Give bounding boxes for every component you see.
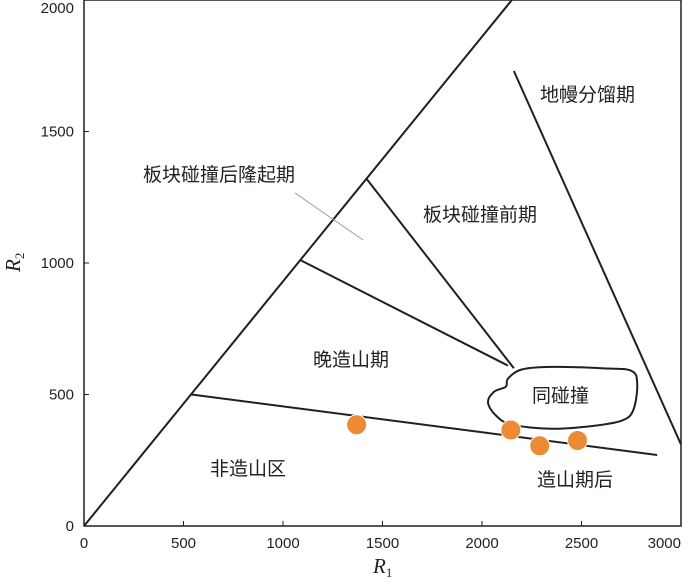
x-axis-title-main: R <box>372 554 386 578</box>
data-points <box>346 414 589 457</box>
region-label-post-collision-uplift: 板块碰撞后隆起期 <box>143 164 295 186</box>
x-tick-label-3000: 3000 <box>648 535 681 552</box>
y-axis-title-subscript: 2 <box>12 253 27 260</box>
region-label-post-orogenic: 造山期后 <box>537 469 613 491</box>
x-tick-label-1000: 1000 <box>266 535 299 552</box>
boundary-left-diagonal <box>84 0 513 526</box>
x-tick-label-0: 0 <box>80 535 88 552</box>
y-tick-label-1500: 1500 <box>41 124 74 141</box>
region-label-non-orogenic: 非造山区 <box>210 458 286 480</box>
y-tick-label-1000: 1000 <box>41 255 74 272</box>
y-tick-label-500: 500 <box>49 387 74 404</box>
boundary-late-orogenic-line <box>300 259 509 367</box>
x-tick-label-2500: 2500 <box>565 535 598 552</box>
label-leader-line <box>294 192 364 241</box>
y-tick-label-0: 0 <box>66 518 74 535</box>
x-tick-label-1500: 1500 <box>366 535 399 552</box>
data-point-2 <box>500 419 522 441</box>
syn-collision-field <box>486 365 639 430</box>
y-axis: 0 500 1000 1500 2000 <box>41 0 89 535</box>
region-label-late-orogenic: 晚造山期 <box>313 349 389 371</box>
region-label-mantle-fractionation: 地幔分馏期 <box>540 84 635 106</box>
region-label-syn-collision: 同碰撞 <box>532 385 589 407</box>
y-axis-title: R2 <box>1 253 27 273</box>
x-tick-label-500: 500 <box>171 535 196 552</box>
region-labels: 板块碰撞后隆起期板块碰撞前期 地幔分馏期晚造山期同碰撞非造山区造山期后 <box>143 84 635 491</box>
region-boundaries <box>84 0 681 526</box>
x-axis: 0 500 1000 1500 2000 2500 3000 <box>80 521 682 552</box>
boundary-mantle-line <box>512 70 681 445</box>
region-label-pre-collision: 板块碰撞前期 <box>423 204 537 226</box>
boundary-pre-collision-line <box>365 178 515 369</box>
data-point-4 <box>567 430 589 452</box>
data-point-3 <box>529 435 551 457</box>
x-tick-label-2000: 2000 <box>465 535 498 552</box>
data-point-1 <box>346 414 368 436</box>
x-axis-title-subscript: 1 <box>386 565 393 580</box>
syn-collision-outline <box>486 365 639 430</box>
x-axis-title: R1 <box>372 554 392 580</box>
y-tick-label-2000: 2000 <box>41 0 74 17</box>
y-axis-title-main: R <box>1 259 25 273</box>
